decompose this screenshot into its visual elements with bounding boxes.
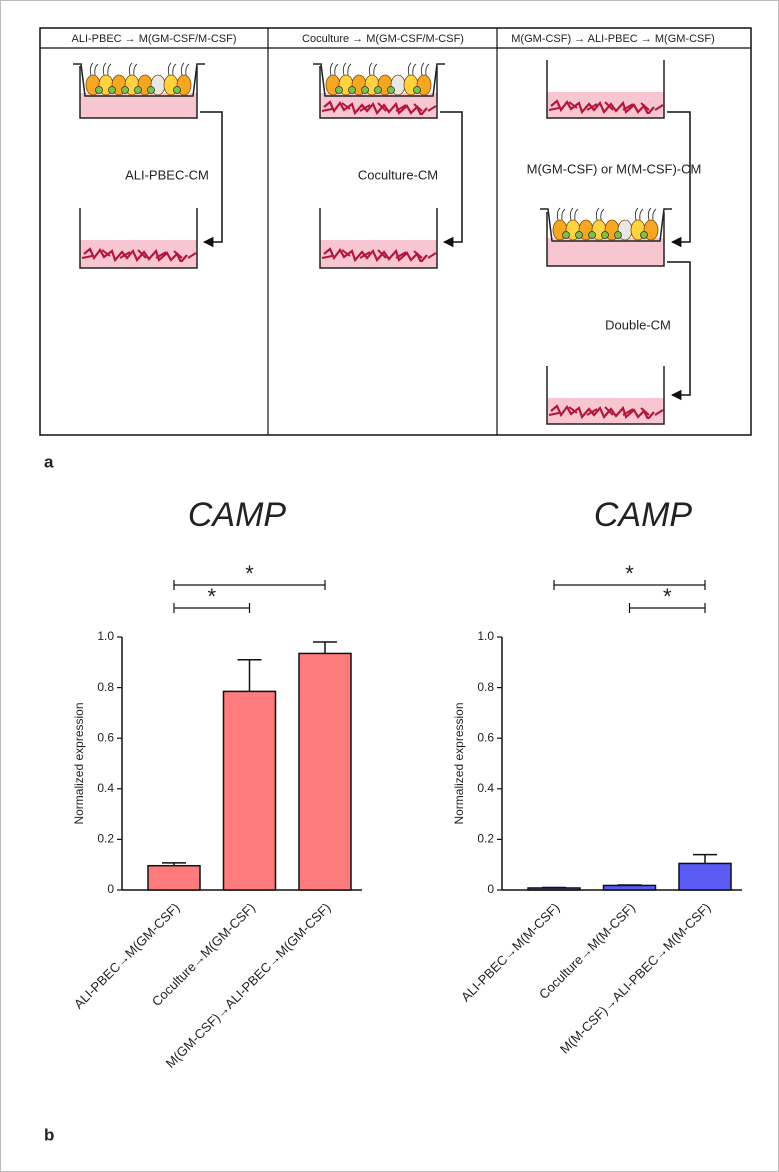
significance-bracket — [173, 580, 326, 590]
significance-label: * — [663, 584, 672, 609]
y-tick-label: 0.6 — [477, 730, 494, 744]
y-tick-label: 0.8 — [477, 680, 494, 694]
y-tick-label: 0 — [487, 882, 494, 896]
panel-label: b — [44, 1125, 54, 1144]
bar — [147, 864, 201, 891]
chart-title: CAMP — [188, 496, 287, 534]
step-label: Double-CM — [605, 317, 671, 332]
arrow — [667, 261, 691, 401]
well — [319, 208, 438, 269]
significance-bracket — [628, 603, 706, 613]
y-axis-label: Normalized expression — [452, 702, 466, 824]
panel-label: a — [44, 452, 54, 471]
x-tick-label: M(GM-CSF)→ALI-PBEC→M(GM-CSF) — [163, 900, 334, 1071]
chart-title: CAMP — [594, 496, 693, 534]
step-label: M(GM-CSF) or M(M-CSF)-CM — [527, 161, 702, 176]
bar — [222, 690, 277, 891]
bar — [602, 884, 657, 891]
y-tick-label: 0.8 — [97, 680, 114, 694]
y-tick-label: 0.4 — [477, 781, 494, 795]
column-header: M(GM-CSF) → ALI-PBEC → M(GM-CSF) — [511, 33, 715, 45]
y-tick-label: 1.0 — [97, 629, 114, 643]
well — [73, 63, 205, 119]
well — [540, 208, 672, 267]
well — [79, 208, 198, 269]
y-tick-label: 0.2 — [477, 832, 494, 846]
y-tick-label: 0.4 — [97, 781, 114, 795]
y-tick-label: 1.0 — [477, 629, 494, 643]
step-label: ALI-PBEC-CM — [125, 167, 209, 182]
column-header: ALI-PBEC → M(GM-CSF/M-CSF) — [72, 33, 237, 45]
well — [313, 63, 445, 119]
y-tick-label: 0.2 — [97, 832, 114, 846]
significance-bracket — [553, 580, 706, 590]
x-tick-label: M(M-CSF)→ALI-PBEC→M(M-CSF) — [557, 900, 714, 1057]
bar — [527, 887, 581, 891]
significance-label: * — [625, 561, 634, 586]
y-axis-label: Normalized expression — [72, 702, 86, 824]
panel-a: ALI-PBEC → M(GM-CSF/M-CSF) Coculture → M… — [39, 27, 752, 436]
arrow — [200, 111, 223, 248]
significance-label: * — [207, 584, 216, 609]
well — [546, 60, 665, 119]
bar — [298, 652, 352, 891]
column-header: Coculture → M(GM-CSF/M-CSF) — [302, 33, 464, 45]
y-tick-label: 0 — [107, 882, 114, 896]
arrow — [667, 111, 691, 248]
significance-label: * — [245, 561, 254, 586]
significance-bracket — [173, 603, 251, 613]
arrow — [440, 111, 463, 248]
y-tick-label: 0.6 — [97, 730, 114, 744]
step-label: Coculture-CM — [358, 167, 438, 182]
well — [546, 366, 665, 425]
bar — [678, 862, 732, 891]
